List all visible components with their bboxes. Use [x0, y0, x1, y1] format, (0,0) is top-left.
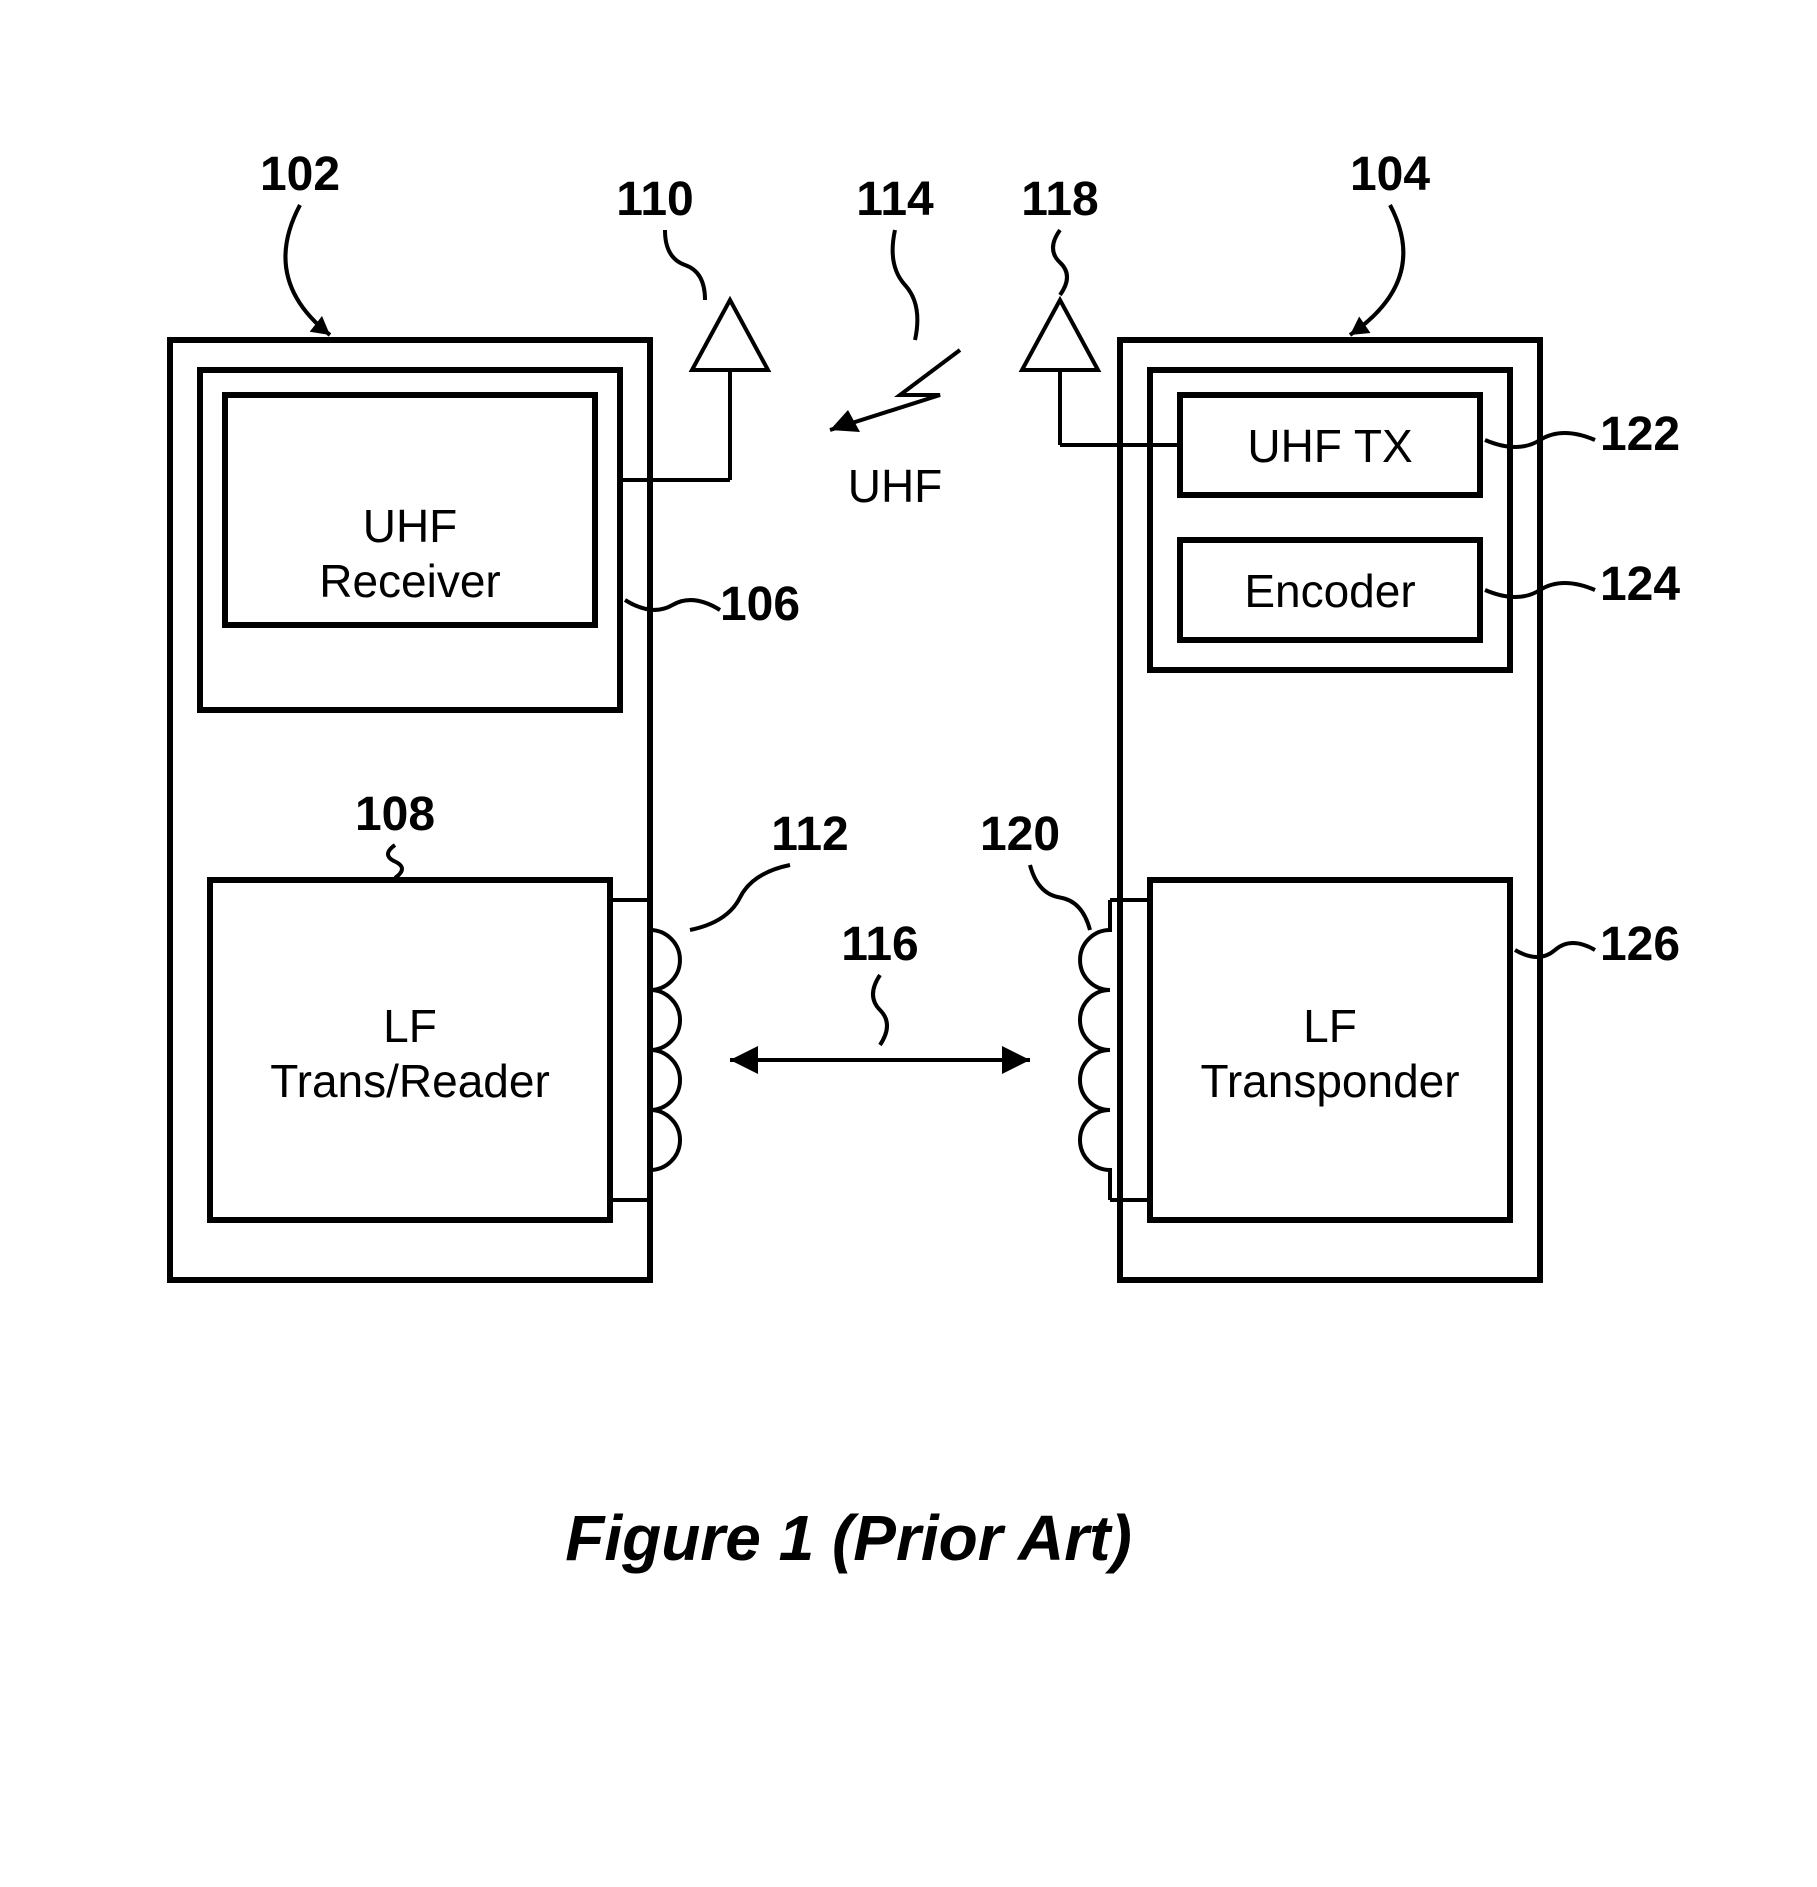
lead-108 — [388, 845, 402, 878]
uhf-link-label: UHF — [848, 460, 943, 512]
ref-108: 108 — [355, 788, 435, 841]
lead-116 — [873, 975, 887, 1045]
lf-arrow-left-head — [730, 1046, 758, 1074]
ref-122: 122 — [1600, 408, 1680, 461]
right-antenna-icon — [1022, 300, 1098, 370]
ref-118: 118 — [1021, 173, 1098, 226]
ref-114: 114 — [856, 173, 934, 226]
ref-104-leader — [1350, 205, 1403, 335]
lead-118 — [1053, 230, 1067, 295]
left-antenna-icon — [692, 300, 768, 370]
lf-transponder-label-2: Transponder — [1200, 1055, 1459, 1107]
encoder-label: Encoder — [1244, 565, 1415, 617]
figure-caption: Figure 1 (Prior Art) — [565, 1502, 1132, 1574]
ref-124: 124 — [1600, 558, 1680, 611]
ref-104-ref: 104 — [1350, 148, 1430, 201]
lf-transreader-label-1: LF — [383, 1000, 437, 1052]
lf-transreader-label-2: Trans/Reader — [270, 1055, 550, 1107]
lf-transponder-label-1: LF — [1303, 1000, 1357, 1052]
ref-120: 120 — [980, 808, 1060, 861]
ref-116: 116 — [841, 918, 918, 971]
lead-110 — [665, 230, 705, 300]
lead-106 — [625, 600, 720, 610]
uhf-receiver-label-1: UHF — [363, 500, 458, 552]
uhf-tx-label: UHF TX — [1247, 420, 1412, 472]
ref-106: 106 — [720, 578, 800, 631]
lead-120 — [1030, 865, 1090, 930]
lead-114 — [893, 230, 918, 340]
ref-112: 112 — [771, 808, 848, 861]
lead-126 — [1515, 943, 1595, 957]
ref-110: 110 — [616, 173, 693, 226]
ref-102-leader — [285, 205, 330, 335]
right-coil-icon — [1080, 900, 1110, 1200]
uhf-receiver-label-2: Receiver — [319, 555, 501, 607]
lf-arrow-right-head — [1002, 1046, 1030, 1074]
lead-112 — [690, 865, 790, 930]
ref-126: 126 — [1600, 918, 1680, 971]
left-coil-icon — [650, 900, 680, 1200]
ref-102-ref: 102 — [260, 148, 340, 201]
right-inner-group — [1150, 370, 1510, 670]
